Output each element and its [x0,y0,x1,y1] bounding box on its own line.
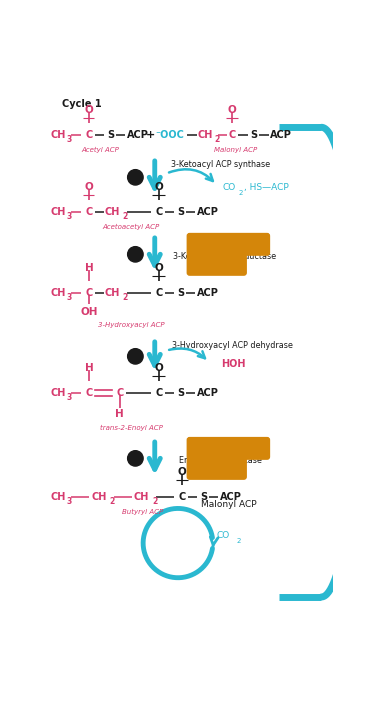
Text: O: O [154,263,163,273]
Text: S: S [250,130,258,140]
Circle shape [128,451,143,466]
Text: C: C [178,492,185,502]
Text: C: C [85,130,92,140]
Text: 2: 2 [123,293,128,302]
Text: O: O [154,182,163,193]
Text: H: H [84,263,93,273]
Text: 2: 2 [123,212,128,221]
Text: CO: CO [217,531,230,540]
Text: CO: CO [223,182,236,192]
Text: ACP: ACP [127,130,149,140]
Text: C: C [116,388,124,398]
Text: 3: 3 [67,212,72,221]
Text: C: C [155,388,162,398]
Text: +: + [146,130,155,140]
Text: Butyryl ACP: Butyryl ACP [122,509,164,515]
Text: Enoyl ACP reductase: Enoyl ACP reductase [179,456,262,465]
Circle shape [128,349,143,364]
Text: ACP: ACP [196,388,218,398]
Text: H: H [84,364,93,373]
Text: CH: CH [50,207,65,217]
Text: C: C [85,207,92,217]
Text: Malonyl ACP: Malonyl ACP [201,500,256,509]
FancyBboxPatch shape [187,254,246,275]
Text: ⁻OOC: ⁻OOC [156,130,185,140]
Text: 2: 2 [132,250,138,259]
Text: O: O [228,105,237,116]
Text: 3-Ketoacyl ACP synthase: 3-Ketoacyl ACP synthase [171,160,270,169]
Text: ACP: ACP [220,492,242,502]
Text: 3: 3 [67,497,72,506]
Text: 2: 2 [214,135,219,144]
Text: S: S [200,492,207,502]
Text: 2: 2 [110,497,115,506]
Text: 2: 2 [238,190,243,196]
Text: Acetyl ACP: Acetyl ACP [81,148,120,153]
Text: CH: CH [50,288,65,298]
FancyBboxPatch shape [187,233,269,255]
Text: S: S [107,130,114,140]
Circle shape [128,246,143,262]
Text: O: O [84,105,93,116]
Text: CH: CH [104,288,120,298]
Text: C: C [85,288,92,298]
Text: 2: 2 [236,538,240,544]
Text: CH: CH [198,130,213,140]
FancyBboxPatch shape [187,438,269,459]
Text: 1: 1 [132,173,138,182]
Text: 3-Ketoacyl ACP reductase: 3-Ketoacyl ACP reductase [173,252,276,261]
Text: O: O [84,182,93,193]
Text: 3-Hydroxyacyl ACP: 3-Hydroxyacyl ACP [98,322,165,328]
Text: NADP⁺: NADP⁺ [201,464,232,473]
Text: ACP: ACP [270,130,292,140]
Text: 3: 3 [67,393,72,402]
Text: 3: 3 [67,293,72,302]
Text: CH: CH [50,492,65,502]
Text: NADPH + H⁺: NADPH + H⁺ [200,240,257,249]
Text: trans-2-Enoyl ACP: trans-2-Enoyl ACP [100,425,163,430]
Text: CH: CH [104,207,120,217]
Text: NADPH + H⁺: NADPH + H⁺ [200,444,257,453]
Text: C: C [155,288,162,298]
Text: OH: OH [80,307,98,317]
Text: Acetoacetyl ACP: Acetoacetyl ACP [103,225,160,230]
Text: 3-Hydroxyacyl ACP dehydrase: 3-Hydroxyacyl ACP dehydrase [172,341,293,350]
Circle shape [128,169,143,185]
Text: CH: CH [50,130,65,140]
Text: NADP⁺: NADP⁺ [201,260,232,269]
Text: CH: CH [50,388,65,398]
Text: Malonyl ACP: Malonyl ACP [215,148,258,153]
Text: CH: CH [134,492,149,502]
Text: O: O [154,364,163,373]
Text: S: S [177,288,184,298]
Text: 3: 3 [67,135,72,144]
Text: ACP: ACP [196,288,218,298]
Text: 3: 3 [132,352,138,361]
Text: C: C [155,207,162,217]
Text: , HS—ACP: , HS—ACP [244,182,289,192]
Text: C: C [85,388,92,398]
Text: ACP: ACP [196,207,218,217]
Text: S: S [177,207,184,217]
Text: 2: 2 [152,497,157,506]
Text: 4: 4 [132,454,138,463]
Text: O: O [178,467,186,477]
Text: C: C [229,130,236,140]
Text: CH: CH [91,492,107,502]
Text: H: H [115,409,124,419]
FancyBboxPatch shape [187,457,246,479]
Text: S: S [177,388,184,398]
Text: Cycle 1: Cycle 1 [62,99,101,109]
Text: HOH: HOH [221,359,245,369]
